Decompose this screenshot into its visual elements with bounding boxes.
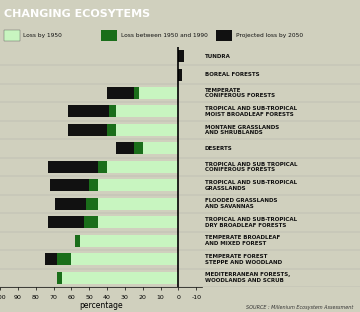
Bar: [50, 179, 89, 191]
Bar: [84, 216, 98, 228]
FancyBboxPatch shape: [4, 31, 20, 41]
Text: MONTANE GRASSLANDS
AND SHRUBLANDS: MONTANE GRASSLANDS AND SHRUBLANDS: [205, 124, 279, 135]
Bar: [45, 253, 57, 265]
Text: TROPICAL AND SUB TROPICAL
CONIFEROUS FORESTS: TROPICAL AND SUB TROPICAL CONIFEROUS FOR…: [205, 162, 297, 172]
X-axis label: percentage: percentage: [79, 301, 123, 310]
Bar: [62, 272, 179, 284]
Bar: [109, 105, 116, 118]
Bar: [134, 87, 139, 99]
Bar: [68, 105, 109, 118]
Bar: [179, 50, 184, 62]
Text: CHANGING ECOSYTEMS: CHANGING ECOSYTEMS: [4, 9, 150, 19]
Bar: [107, 124, 116, 136]
Bar: [116, 124, 179, 136]
Text: TEMPERATE FOREST
STEPPE AND WOODLAND: TEMPERATE FOREST STEPPE AND WOODLAND: [205, 254, 282, 265]
Bar: [134, 143, 143, 154]
Bar: [107, 87, 134, 99]
Text: TEMPERATE BROADLEAF
AND MIXED FOREST: TEMPERATE BROADLEAF AND MIXED FOREST: [205, 236, 280, 246]
Bar: [143, 143, 179, 154]
Text: TROPICAL AND SUB-TROPICAL
DRY BROADLEAF FORESTS: TROPICAL AND SUB-TROPICAL DRY BROADLEAF …: [205, 217, 297, 228]
Text: TROPICAL AND SUB-TROPICAL
GRASSLANDS: TROPICAL AND SUB-TROPICAL GRASSLANDS: [205, 180, 297, 191]
FancyBboxPatch shape: [101, 31, 117, 41]
Bar: [48, 161, 98, 173]
Bar: [48, 216, 84, 228]
Bar: [75, 235, 80, 247]
Bar: [116, 143, 134, 154]
Bar: [98, 198, 179, 210]
Text: SOURCE : Millenium Ecosystem Assessment: SOURCE : Millenium Ecosystem Assessment: [246, 305, 353, 310]
Bar: [107, 161, 179, 173]
Text: MEDITERRANEAN FORESTS,
WOODLANDS AND SCRUB: MEDITERRANEAN FORESTS, WOODLANDS AND SCR…: [205, 272, 290, 283]
Bar: [71, 253, 179, 265]
Bar: [179, 69, 182, 80]
Text: BOREAL FORESTS: BOREAL FORESTS: [205, 72, 260, 77]
FancyBboxPatch shape: [216, 31, 232, 41]
Text: TEMPERATE
CONIFEROUS FORESTS: TEMPERATE CONIFEROUS FORESTS: [205, 88, 275, 98]
Text: FLOODED GRASSLANDS
AND SAVANNAS: FLOODED GRASSLANDS AND SAVANNAS: [205, 198, 277, 209]
Bar: [55, 198, 86, 210]
Bar: [86, 198, 98, 210]
Text: Loss by 1950: Loss by 1950: [23, 33, 62, 38]
Text: Projected loss by 2050: Projected loss by 2050: [236, 33, 303, 38]
Bar: [98, 216, 179, 228]
Bar: [89, 179, 98, 191]
Bar: [98, 161, 107, 173]
Text: DESERTS: DESERTS: [205, 146, 233, 151]
Text: TROPICAL AND SUB-TROPICAL
MOIST BROADLEAF FORESTS: TROPICAL AND SUB-TROPICAL MOIST BROADLEA…: [205, 106, 297, 117]
Bar: [57, 253, 71, 265]
Bar: [98, 179, 179, 191]
Bar: [68, 124, 107, 136]
Text: TUNDRA: TUNDRA: [205, 54, 231, 59]
Bar: [116, 105, 179, 118]
Bar: [80, 235, 179, 247]
Text: Loss between 1950 and 1990: Loss between 1950 and 1990: [121, 33, 207, 38]
Bar: [57, 272, 62, 284]
Bar: [139, 87, 179, 99]
